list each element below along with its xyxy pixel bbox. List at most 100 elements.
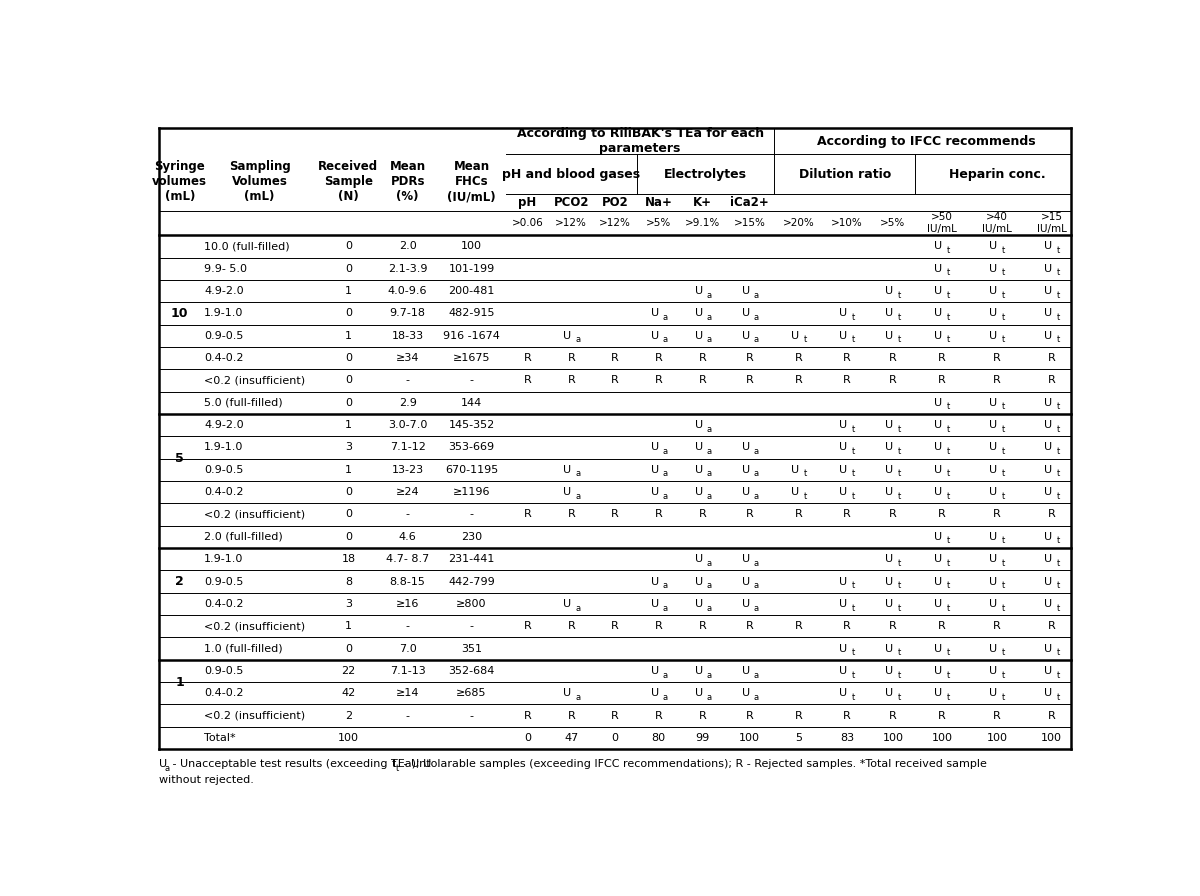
Text: 916 -1674: 916 -1674 (443, 331, 500, 340)
Text: U: U (935, 666, 942, 676)
Text: ≥24: ≥24 (396, 487, 420, 497)
Text: a: a (662, 335, 668, 344)
Text: 0: 0 (612, 733, 618, 743)
Text: R: R (568, 711, 575, 720)
Text: ≥14: ≥14 (396, 688, 420, 698)
Text: a: a (707, 492, 712, 501)
Text: a: a (707, 313, 712, 322)
Text: According to RiliBAK's TEa for each
parameters: According to RiliBAK's TEa for each para… (516, 127, 763, 155)
Text: R: R (523, 711, 532, 720)
Text: 0: 0 (344, 353, 352, 363)
Text: R: R (698, 510, 707, 520)
Text: R: R (794, 621, 803, 632)
Text: t: t (898, 425, 901, 434)
Text: U: U (989, 666, 997, 676)
Text: U: U (989, 443, 997, 452)
Text: 2.9: 2.9 (398, 398, 416, 408)
Text: a: a (754, 470, 758, 478)
Text: U: U (989, 465, 997, 475)
Text: t: t (947, 582, 950, 590)
Text: U: U (935, 532, 942, 542)
Text: U: U (650, 331, 659, 340)
Text: 5: 5 (175, 452, 184, 465)
Text: t: t (947, 335, 950, 344)
Text: >0.06: >0.06 (511, 218, 544, 228)
Text: U: U (886, 331, 893, 340)
Text: t: t (1002, 604, 1006, 613)
Text: t: t (1002, 537, 1006, 546)
Text: R: R (794, 375, 803, 385)
Text: t: t (852, 604, 856, 613)
Text: U: U (839, 465, 847, 475)
Text: >12%: >12% (556, 218, 587, 228)
Text: 0.9-0.5: 0.9-0.5 (204, 666, 244, 676)
Text: 144: 144 (461, 398, 482, 408)
Text: U: U (1044, 286, 1052, 296)
Text: t: t (852, 648, 856, 658)
Text: Na+: Na+ (644, 196, 673, 209)
Text: R: R (745, 510, 754, 520)
Text: 1: 1 (175, 676, 184, 689)
Text: U: U (989, 308, 997, 318)
Text: t: t (898, 313, 901, 322)
Text: 3.0-7.0: 3.0-7.0 (388, 420, 427, 430)
Text: U: U (695, 331, 703, 340)
Text: 80: 80 (652, 733, 666, 743)
Text: a: a (707, 693, 712, 702)
Text: R: R (655, 353, 662, 363)
Text: According to IFCC recommends: According to IFCC recommends (817, 134, 1036, 148)
Text: t: t (852, 693, 856, 702)
Text: R: R (889, 510, 896, 520)
Text: a: a (662, 470, 668, 478)
Text: a: a (754, 670, 758, 679)
Text: -: - (406, 375, 409, 385)
Text: U: U (886, 555, 893, 564)
Text: a: a (164, 764, 170, 773)
Text: R: R (745, 353, 754, 363)
Text: 7.1-13: 7.1-13 (390, 666, 426, 676)
Text: 7.0: 7.0 (398, 643, 416, 653)
Text: 8.8-15: 8.8-15 (390, 576, 426, 587)
Text: U: U (935, 465, 942, 475)
Text: t: t (1056, 492, 1060, 501)
Text: t: t (947, 290, 950, 299)
Text: t: t (852, 447, 856, 456)
Text: >20%: >20% (782, 218, 815, 228)
Text: a: a (707, 559, 712, 568)
Text: 0: 0 (344, 398, 352, 408)
Text: U: U (839, 331, 847, 340)
Text: a: a (754, 492, 758, 501)
Text: U: U (886, 576, 893, 587)
Text: >5%: >5% (646, 218, 671, 228)
Text: U: U (1044, 443, 1052, 452)
Text: 2.0: 2.0 (398, 241, 416, 252)
Text: U: U (564, 465, 571, 475)
Text: a: a (662, 313, 668, 322)
Text: U: U (650, 688, 659, 698)
Text: U: U (695, 465, 703, 475)
Text: 2.1-3.9: 2.1-3.9 (388, 263, 427, 273)
Text: 0.9-0.5: 0.9-0.5 (204, 576, 244, 587)
Text: >15%: >15% (733, 218, 766, 228)
Text: 2: 2 (175, 575, 184, 588)
Text: 100: 100 (739, 733, 760, 743)
Text: U: U (160, 759, 168, 770)
Text: U: U (650, 666, 659, 676)
Text: 0: 0 (344, 510, 352, 520)
Text: 9.9- 5.0: 9.9- 5.0 (204, 263, 247, 273)
Text: R: R (568, 353, 575, 363)
Text: R: R (938, 375, 946, 385)
Text: R: R (568, 621, 575, 632)
Text: 99: 99 (695, 733, 709, 743)
Text: U: U (886, 666, 893, 676)
Text: <0.2 (insufficient): <0.2 (insufficient) (204, 510, 305, 520)
Text: -: - (469, 510, 474, 520)
Text: 18-33: 18-33 (391, 331, 424, 340)
Text: t: t (1056, 537, 1060, 546)
Text: R: R (994, 375, 1001, 385)
Text: >40
IU/mL: >40 IU/mL (982, 212, 1012, 234)
Text: U: U (564, 688, 571, 698)
Text: U: U (695, 443, 703, 452)
Text: 353-669: 353-669 (449, 443, 494, 452)
Text: a: a (754, 604, 758, 613)
